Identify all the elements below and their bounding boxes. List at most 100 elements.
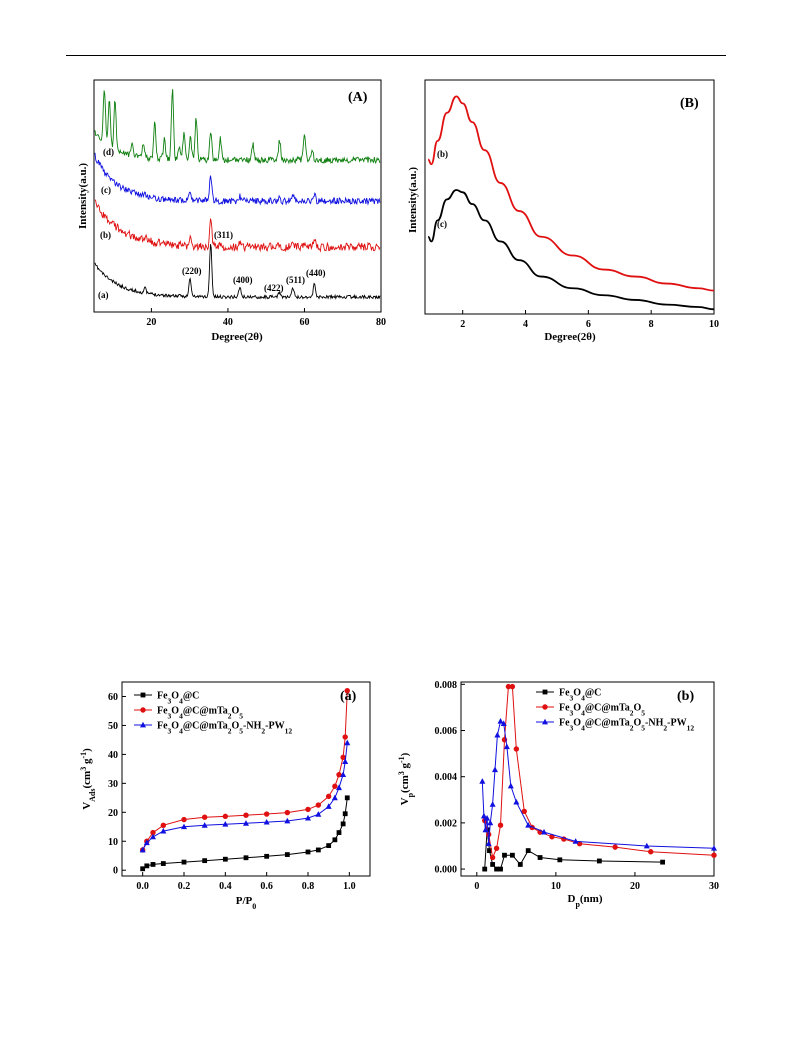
- data-point: [502, 852, 507, 858]
- y-tick-label: 10: [108, 837, 118, 848]
- data-point: [525, 848, 531, 853]
- data-point: [612, 844, 618, 850]
- plot-frame: [460, 681, 715, 877]
- y-tick-label: 50: [108, 721, 118, 732]
- data-point: [525, 821, 532, 828]
- data-point: [243, 820, 249, 826]
- data-point: [202, 858, 208, 864]
- y-tick-label: 0.004: [435, 772, 458, 783]
- data-point: [344, 795, 350, 801]
- y-tick-label: 0: [113, 866, 118, 877]
- plot-frame: [93, 79, 382, 313]
- legend-marker: [542, 718, 548, 725]
- data-point: [336, 784, 342, 791]
- legend-label: Fe3O4@C@mTa2O5: [559, 703, 645, 718]
- data-point: [494, 866, 499, 872]
- legend-label: Fe3O4@C: [157, 691, 199, 706]
- axes: 0 10 20 30 0.000 0.002 0.004 0.006 0.008: [435, 680, 720, 892]
- peak-label-311: (311): [214, 230, 233, 240]
- xrd-wide-chart: 20 40 60 80 (A) Degree(2θ) Intensity(a.u.) …: [77, 79, 386, 343]
- data-point: [487, 819, 494, 826]
- data-point: [264, 853, 270, 859]
- data-point: [222, 856, 228, 862]
- data-point: [315, 802, 322, 808]
- legend-label: Fe3O4@C: [559, 688, 601, 703]
- data-point: [513, 746, 520, 752]
- legend-label: Fe3O4@C@mTa2O5-NH2-PW12: [157, 721, 292, 736]
- data-point: [489, 801, 496, 807]
- data-point: [342, 734, 348, 740]
- legend-label: Fe3O4@C@mTa2O5-NH2-PW12: [559, 718, 694, 733]
- data-point: [340, 821, 346, 827]
- curve-label-c: (c): [101, 185, 111, 195]
- data-point: [342, 758, 349, 765]
- data-point: [557, 857, 563, 863]
- data-point: [498, 866, 503, 872]
- x-tick-label: 8: [649, 319, 654, 330]
- y-tick-label: 60: [108, 692, 118, 703]
- data-point: [243, 812, 249, 818]
- x-tick-label: 6: [586, 319, 591, 330]
- x-tick-label: 20: [630, 881, 640, 892]
- y-tick-label: 40: [108, 750, 118, 761]
- data-point: [711, 845, 717, 851]
- peak-label-440: (440): [306, 268, 326, 278]
- data-point: [201, 814, 208, 820]
- data-point: [507, 782, 514, 789]
- data-point: [596, 858, 602, 864]
- data-point: [181, 816, 187, 823]
- data-point: [344, 687, 350, 694]
- data-point: [490, 862, 496, 867]
- x-tick-label: 30: [709, 881, 719, 892]
- xrd-curve-b: [94, 199, 381, 253]
- data-point: [222, 813, 229, 820]
- data-point: [181, 823, 187, 830]
- data-point: [497, 822, 504, 828]
- isotherm-chart: 0.0 0.2 0.4 0.6 0.8 1.0 0 10 20 30 40 50 60 (a) P/P0…: [79, 681, 371, 911]
- x-axis-label: Degree(2θ): [544, 331, 596, 343]
- y-tick-label: 0.006: [435, 726, 458, 737]
- data-point: [144, 863, 150, 869]
- data-point: [503, 743, 510, 750]
- data-point: [243, 855, 249, 861]
- x-axis-label: Degree(2θ): [211, 331, 263, 343]
- curve-label-d: (d): [103, 147, 114, 157]
- x-axis-ticks: 20 40 60 80: [146, 308, 386, 328]
- xrd-low-curve-c: [427, 189, 715, 311]
- xrd-curve-c: [94, 152, 381, 206]
- x-tick-label: 0.8: [302, 881, 315, 892]
- y-tick-label: 30: [108, 779, 118, 790]
- data-point: [541, 828, 548, 835]
- y-axis-label: Intensity(a.u.): [407, 167, 419, 233]
- legend: Fe3O4@CFe3O4@C@mTa2O5Fe3O4@C@mTa2O5-NH2-…: [536, 688, 694, 733]
- x-tick-label: 60: [299, 317, 309, 328]
- data-point: [305, 849, 311, 855]
- x-tick-label: 10: [709, 319, 719, 330]
- data-point: [315, 847, 321, 853]
- data-point: [315, 811, 322, 817]
- peak-label-400: (400): [233, 275, 253, 285]
- x-tick-label: 2: [460, 319, 465, 330]
- data-point: [336, 771, 342, 778]
- curve-label-c: (c): [437, 219, 447, 229]
- data-point: [494, 731, 501, 738]
- xrd-curve-d: [94, 89, 381, 165]
- data-point: [484, 815, 491, 821]
- data-point: [342, 811, 348, 817]
- xrd-wide-curves: [94, 89, 381, 300]
- data-point: [340, 754, 346, 760]
- x-tick-label: 0.6: [260, 881, 273, 892]
- x-tick-label: 0.0: [136, 881, 149, 892]
- panel-label: (a): [340, 689, 357, 704]
- pore-size-chart: 0 10 20 30 0.000 0.002 0.004 0.006 0.008 (b) Dp(…: [397, 680, 720, 909]
- header-rule: [66, 55, 726, 56]
- axes: 0.0 0.2 0.4 0.6 0.8 1.0 0 10 20 30 40 50 60: [108, 692, 356, 892]
- data-point: [521, 808, 527, 815]
- data-point: [509, 683, 516, 690]
- data-point: [572, 838, 579, 844]
- data-point: [485, 831, 492, 838]
- data-point: [660, 859, 666, 865]
- data-point: [336, 830, 342, 835]
- y-tick-label: 0.002: [435, 818, 458, 829]
- peak-label-220: (220): [182, 266, 202, 276]
